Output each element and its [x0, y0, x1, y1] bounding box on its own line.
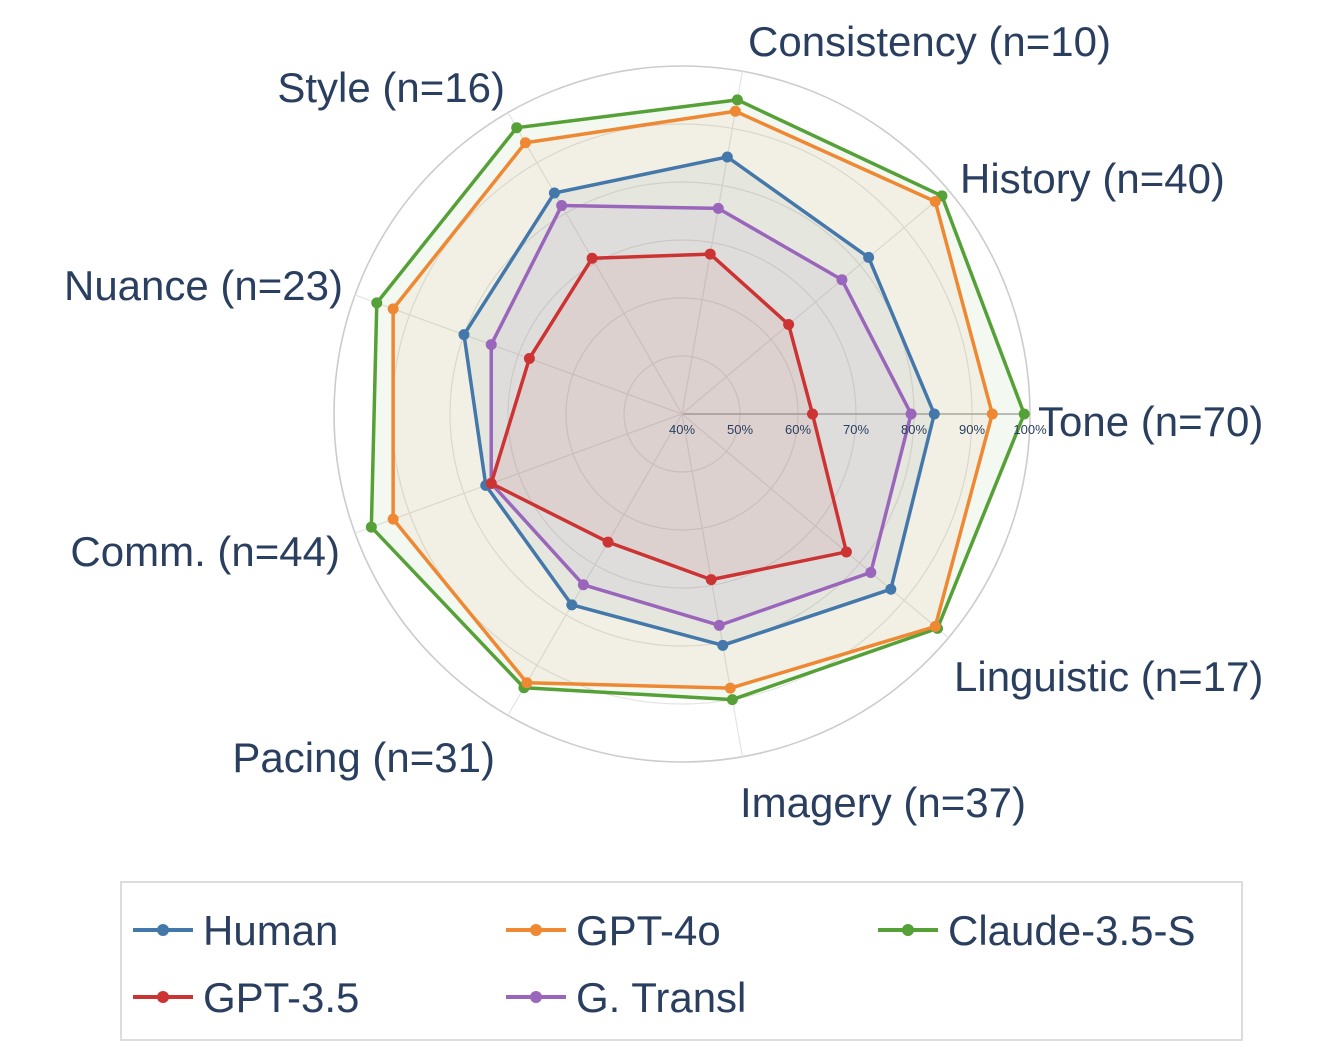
legend-label: Claude-3.5-S	[948, 907, 1195, 954]
legend-label: Human	[203, 907, 338, 954]
radial-tick-label: 70%	[843, 422, 869, 437]
data-point	[523, 352, 535, 364]
data-point	[548, 187, 560, 199]
series-fills	[371, 99, 1025, 700]
legend-swatch-marker	[157, 924, 169, 936]
data-point	[807, 408, 818, 420]
data-point	[556, 200, 568, 212]
data-point	[485, 477, 497, 489]
data-point	[721, 151, 733, 163]
legend-item[interactable]: GPT-4o	[506, 907, 721, 954]
grid-spoke	[681, 71, 744, 415]
data-point	[731, 94, 743, 106]
data-point	[365, 521, 377, 533]
data-point	[863, 251, 875, 263]
axis-label: Linguistic (n=17)	[954, 653, 1263, 700]
axis-label: Imagery (n=37)	[740, 779, 1026, 826]
series-lines	[365, 94, 1030, 706]
series-fill	[491, 254, 847, 580]
data-point	[928, 408, 940, 420]
axis-label: Consistency (n=10)	[748, 18, 1111, 65]
legend-item[interactable]: G. Transl	[506, 974, 746, 1021]
legend: Human GPT-4o Claude-3.5-S GPT-3.5 G. Transl	[120, 881, 1243, 1041]
legend-label: GPT-3.5	[203, 974, 359, 1021]
data-point	[519, 137, 531, 149]
data-point	[986, 408, 998, 420]
radial-tick-label: 60%	[785, 422, 811, 437]
data-point	[724, 682, 736, 694]
legend-swatch-marker	[530, 991, 542, 1003]
legend-swatch-marker	[902, 924, 914, 936]
data-point	[704, 248, 716, 260]
series-line	[489, 203, 913, 628]
series-line	[369, 98, 1026, 702]
grid-spoke	[681, 189, 949, 415]
data-point	[458, 329, 470, 341]
axis-labels: Tone (n=70) History (n=40) Consistency (n=…	[64, 18, 1263, 826]
data-point	[485, 339, 497, 351]
legend-box	[120, 881, 1243, 1041]
legend-item[interactable]: Human	[133, 907, 338, 954]
radial-tick-label: 50%	[727, 422, 753, 437]
axis-label: Nuance (n=23)	[64, 262, 343, 309]
data-point	[511, 122, 523, 134]
data-point	[566, 599, 578, 611]
grid-spoke	[681, 413, 949, 639]
axis-label: Comm. (n=44)	[70, 528, 340, 575]
data-point	[387, 303, 399, 315]
series-fill	[491, 205, 912, 626]
grid-spoke	[507, 112, 683, 415]
legend-item[interactable]: GPT-3.5	[133, 974, 359, 1021]
axis-label: History (n=40)	[960, 155, 1225, 202]
legend-label: GPT-4o	[576, 907, 721, 954]
data-point	[865, 566, 877, 578]
radial-tick-label: 90%	[959, 422, 985, 437]
series-line	[462, 155, 937, 648]
axis-label: Style (n=16)	[277, 64, 505, 111]
grid-spoke	[354, 294, 683, 415]
data-point	[726, 694, 738, 706]
data-point	[387, 513, 399, 525]
radial-tick-labels: 40% 50% 60% 70% 80% 90% 100%	[669, 422, 1047, 437]
data-point	[905, 408, 917, 420]
data-point	[371, 297, 383, 309]
data-point	[929, 195, 941, 207]
data-point	[840, 546, 852, 558]
data-point	[929, 621, 941, 633]
radial-tick-label: 40%	[669, 422, 695, 437]
series-line	[489, 252, 849, 582]
data-point	[836, 274, 848, 286]
data-point	[577, 579, 589, 591]
axis-label: Pacing (n=31)	[232, 734, 495, 781]
data-point	[521, 677, 533, 689]
series-fill	[371, 99, 1025, 700]
grid-spoke	[507, 413, 683, 716]
data-point	[602, 536, 614, 548]
legend-swatch-marker	[157, 991, 169, 1003]
legend-label: G. Transl	[576, 974, 746, 1021]
data-point	[1018, 408, 1030, 420]
data-point	[885, 583, 897, 595]
grid-spoke	[354, 413, 683, 534]
data-point	[712, 202, 724, 214]
data-point	[586, 252, 598, 264]
data-point	[783, 319, 795, 331]
legend-swatch-marker	[530, 924, 542, 936]
radial-tick-label: 80%	[901, 422, 927, 437]
data-point	[713, 619, 725, 631]
legend-item[interactable]: Claude-3.5-S	[878, 907, 1195, 954]
series-fill	[393, 111, 993, 689]
data-point	[717, 639, 729, 651]
series-line	[391, 109, 995, 690]
series-fill	[463, 156, 935, 646]
data-point	[729, 105, 741, 117]
data-point	[705, 574, 717, 586]
axis-label: Tone (n=70)	[1038, 398, 1263, 445]
radial-tick-label: 100%	[1013, 422, 1047, 437]
